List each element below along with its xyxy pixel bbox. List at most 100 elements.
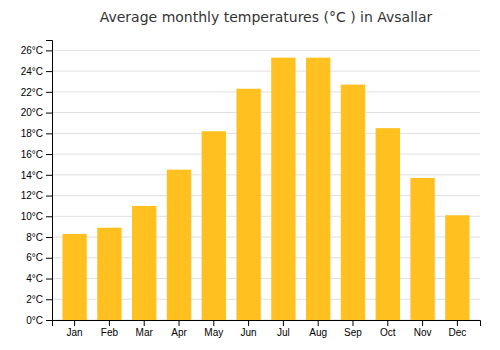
- x-tick-label: Feb: [101, 327, 119, 338]
- x-tick: Jan: [67, 320, 83, 338]
- x-tick-label: Jun: [241, 327, 257, 338]
- x-tick: Nov: [414, 320, 432, 338]
- title: Average monthly temperatures (°C ) in Av…: [100, 9, 433, 25]
- bar: [341, 85, 365, 320]
- x-tick-mark: [213, 320, 214, 326]
- bar: [376, 128, 400, 320]
- x-tick-label: Nov: [414, 327, 432, 338]
- bar: [97, 228, 121, 320]
- x-tick: Oct: [380, 320, 396, 338]
- axis-line: [53, 321, 481, 327]
- bar: [62, 234, 86, 320]
- x-tick-mark: [457, 320, 458, 326]
- bar: [132, 206, 156, 320]
- x-tick: Jul: [277, 320, 290, 338]
- axis-line: [46, 41, 53, 321]
- x-tick: Feb: [101, 320, 119, 338]
- x-tick-mark: [352, 320, 353, 326]
- x-tick-label: Jan: [67, 327, 83, 338]
- y-tick-mark: [46, 154, 52, 155]
- x-tick: Aug: [309, 320, 327, 338]
- x-tick-mark: [144, 320, 145, 326]
- y-tick: 18°C: [21, 128, 52, 139]
- bar: [306, 58, 330, 320]
- bar: [236, 89, 260, 320]
- y-tick: 4°C: [26, 273, 52, 284]
- y-tick: 0°C: [26, 315, 52, 326]
- y-tick-label: 8°C: [26, 232, 43, 243]
- x-tick-label: Mar: [136, 327, 154, 338]
- bars: [62, 58, 469, 320]
- x-tick-label: Apr: [171, 327, 187, 338]
- bar: [445, 215, 469, 320]
- x-tick-mark: [422, 320, 423, 326]
- x-tick-mark: [387, 320, 388, 326]
- grid-line: [52, 174, 480, 175]
- grid: [52, 50, 480, 320]
- y-tick: 22°C: [21, 87, 52, 98]
- y-tick: 12°C: [21, 190, 52, 201]
- x-tick-mark: [318, 320, 319, 326]
- y-tick-label: 6°C: [26, 252, 43, 263]
- x-tick-label: Jul: [277, 327, 290, 338]
- y-tick-mark: [46, 50, 52, 51]
- y-tick-label: 12°C: [21, 190, 43, 201]
- grid-line: [52, 91, 480, 92]
- x-tick: Apr: [171, 320, 187, 338]
- y-tick-mark: [46, 71, 52, 72]
- chart: Jan Feb Mar Apr May Jun Jul Aug Sep Oct Nov Dec 0°C 2…: [0, 0, 500, 350]
- y-tick-label: 26°C: [21, 45, 43, 56]
- y-tick-mark: [46, 216, 52, 217]
- x-tick: May: [204, 320, 223, 338]
- bar: [167, 170, 191, 320]
- x-tick-mark: [283, 320, 284, 326]
- grid-line: [52, 112, 480, 113]
- y-tick-label: 10°C: [21, 211, 43, 222]
- y-tick: 2°C: [26, 294, 52, 305]
- y-tick-mark: [46, 133, 52, 134]
- y-tick: 20°C: [21, 107, 52, 118]
- x-tick-label: Sep: [344, 327, 362, 338]
- x-tick-mark: [179, 320, 180, 326]
- y-tick: 24°C: [21, 66, 52, 77]
- y-tick-mark: [46, 320, 52, 321]
- y-tick-label: 0°C: [26, 315, 43, 326]
- x-tick: Mar: [136, 320, 154, 338]
- y-tick-label: 4°C: [26, 273, 43, 284]
- bar: [271, 58, 295, 320]
- y-tick-label: 2°C: [26, 294, 43, 305]
- y-tick: 26°C: [21, 45, 52, 56]
- x-tick-mark: [74, 320, 75, 326]
- x-tick: Sep: [344, 320, 362, 338]
- grid-line: [52, 50, 480, 51]
- plot: Jan Feb Mar Apr May Jun Jul Aug Sep Oct Nov Dec 0°C 2…: [21, 41, 481, 339]
- x-tick-mark: [109, 320, 110, 326]
- y-tick-label: 18°C: [21, 128, 43, 139]
- y-tick: 8°C: [26, 232, 52, 243]
- y-tick-label: 16°C: [21, 149, 43, 160]
- y-tick: 16°C: [21, 149, 52, 160]
- x-tick: Dec: [448, 320, 466, 338]
- x-tick-label: Dec: [448, 327, 466, 338]
- y-tick-mark: [46, 258, 52, 259]
- x-tick-label: Oct: [380, 327, 396, 338]
- x-tick-label: Aug: [309, 327, 327, 338]
- bar: [202, 131, 226, 320]
- y-tick-mark: [46, 299, 52, 300]
- x-tick-mark: [248, 320, 249, 326]
- y-tick-mark: [46, 175, 52, 176]
- x-tick-label: May: [204, 327, 223, 338]
- bar: [410, 178, 434, 320]
- y-tick: 10°C: [21, 211, 52, 222]
- y-tick-label: 14°C: [21, 170, 43, 181]
- y-tick-mark: [46, 92, 52, 93]
- grid-line: [52, 133, 480, 134]
- grid-line: [52, 154, 480, 155]
- y-tick: 6°C: [26, 252, 52, 263]
- grid-line: [52, 71, 480, 72]
- y-tick-mark: [46, 279, 52, 280]
- x-tick: Jun: [241, 320, 257, 338]
- y-tick-label: 22°C: [21, 87, 43, 98]
- y-tick-label: 24°C: [21, 66, 43, 77]
- y-tick-label: 20°C: [21, 107, 43, 118]
